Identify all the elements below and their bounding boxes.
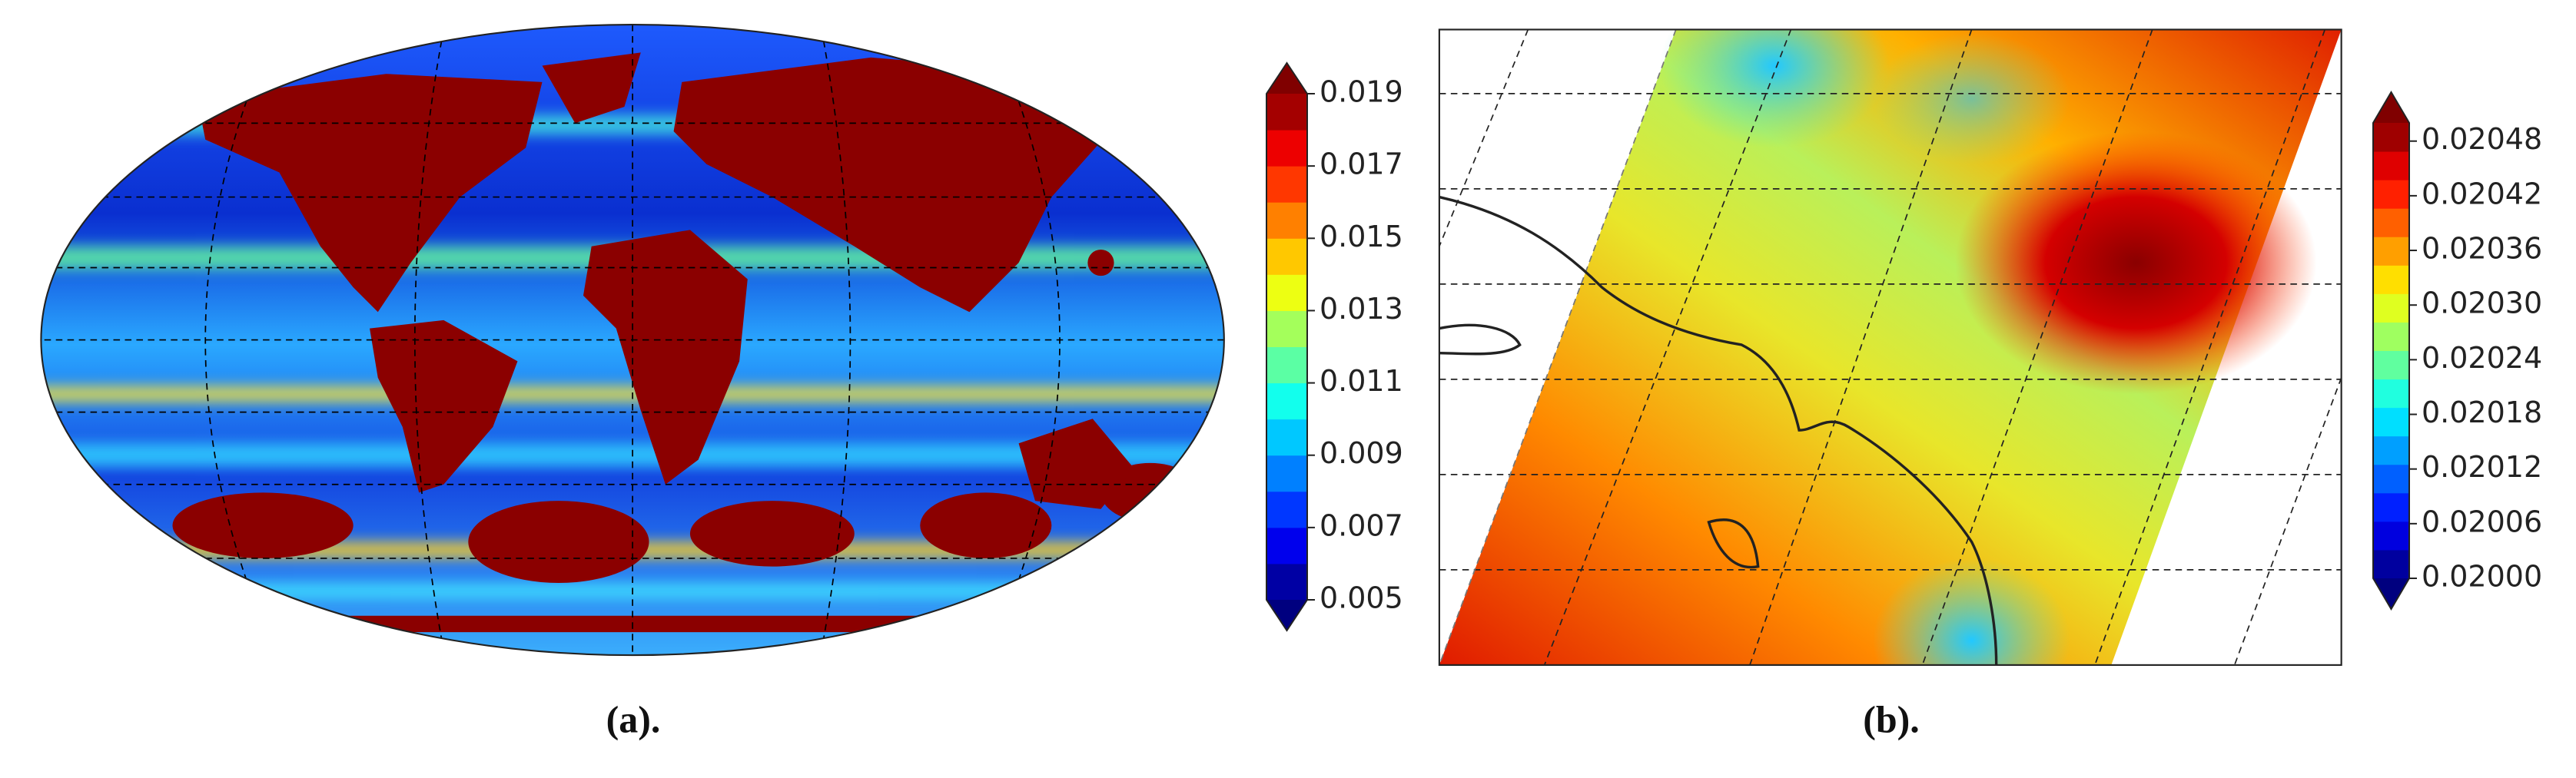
colorbar-tick-label: 0.02036 <box>2422 232 2542 266</box>
colorbar-band <box>1266 419 1307 456</box>
colorbar-band <box>2373 464 2409 494</box>
map-b <box>1438 28 2342 666</box>
colorbar-tick-label: 0.017 <box>1320 147 1403 181</box>
colorbar-band <box>2373 379 2409 409</box>
colorbar-band <box>2373 208 2409 237</box>
colorbar-tick-label: 0.02018 <box>2422 396 2542 429</box>
colorbar-tick-label: 0.011 <box>1320 364 1403 398</box>
colorbar-band <box>1266 238 1307 275</box>
caption: (a). <box>606 697 661 740</box>
colorbar-band <box>1266 310 1307 347</box>
colorbar-band <box>2373 492 2409 522</box>
colorbar-band <box>2373 350 2409 380</box>
colorbar-band <box>2373 549 2409 579</box>
colorbar-band <box>1266 527 1307 564</box>
colorbar-tick-label: 0.019 <box>1320 75 1403 109</box>
colorbar-tick-label: 0.009 <box>1320 436 1403 470</box>
colorbar-band <box>1266 130 1307 167</box>
colorbar-band <box>1266 94 1307 131</box>
colorbar-band <box>1266 346 1307 384</box>
colorbar-tick-label: 0.02042 <box>2422 177 2542 210</box>
colorbar-band <box>1266 274 1307 311</box>
colorbar-extend <box>2373 92 2409 123</box>
colorbar-tick-label: 0.02024 <box>2422 341 2542 375</box>
colorbar-tick-label: 0.02000 <box>2422 560 2542 594</box>
colorbar-tick-label: 0.015 <box>1320 220 1403 253</box>
colorbar-extend <box>1266 63 1307 94</box>
colorbar-band <box>2373 180 2409 209</box>
colorbar-band <box>1266 202 1307 239</box>
colorbar-tick-label: 0.02048 <box>2422 122 2542 156</box>
colorbar-band <box>2373 293 2409 323</box>
colorbar-band <box>1266 491 1307 528</box>
colorbar-extend <box>1266 600 1307 631</box>
colorbar-band <box>2373 407 2409 437</box>
colorbar-band <box>2373 521 2409 551</box>
colorbar-band <box>1266 455 1307 492</box>
colorbar-band <box>2373 151 2409 180</box>
colorbar-band <box>1266 563 1307 601</box>
colorbar-extend <box>2373 578 2409 609</box>
colorbar-tick-label: 0.02030 <box>2422 286 2542 320</box>
caption: (b). <box>1863 697 1920 740</box>
colorbar-tick-label: 0.013 <box>1320 292 1403 326</box>
colorbar-band <box>2373 265 2409 294</box>
colorbar-tick-label: 0.02006 <box>2422 505 2542 538</box>
colorbar-band <box>1266 382 1307 420</box>
map-a <box>40 24 1225 657</box>
colorbar-tick-label: 0.005 <box>1320 581 1403 615</box>
colorbar-band <box>2373 237 2409 266</box>
colorbar-band <box>2373 322 2409 351</box>
colorbar-tick-label: 0.007 <box>1320 508 1403 542</box>
colorbar-band <box>1266 166 1307 203</box>
colorbar-tick-label: 0.02012 <box>2422 450 2542 484</box>
colorbar-band <box>2373 435 2409 465</box>
colorbar-band <box>2373 123 2409 152</box>
